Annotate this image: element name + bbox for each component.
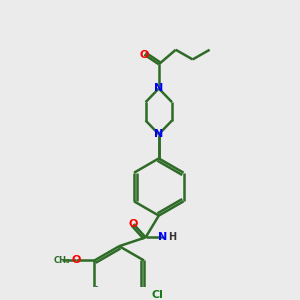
Text: O: O xyxy=(129,219,138,229)
Text: H: H xyxy=(168,232,176,242)
Text: CH₃: CH₃ xyxy=(53,256,70,265)
Text: N: N xyxy=(154,129,164,139)
Text: N: N xyxy=(158,232,167,242)
Text: O: O xyxy=(72,256,81,266)
Text: N: N xyxy=(154,83,164,94)
Text: O: O xyxy=(140,50,149,60)
Text: Cl: Cl xyxy=(151,290,163,300)
